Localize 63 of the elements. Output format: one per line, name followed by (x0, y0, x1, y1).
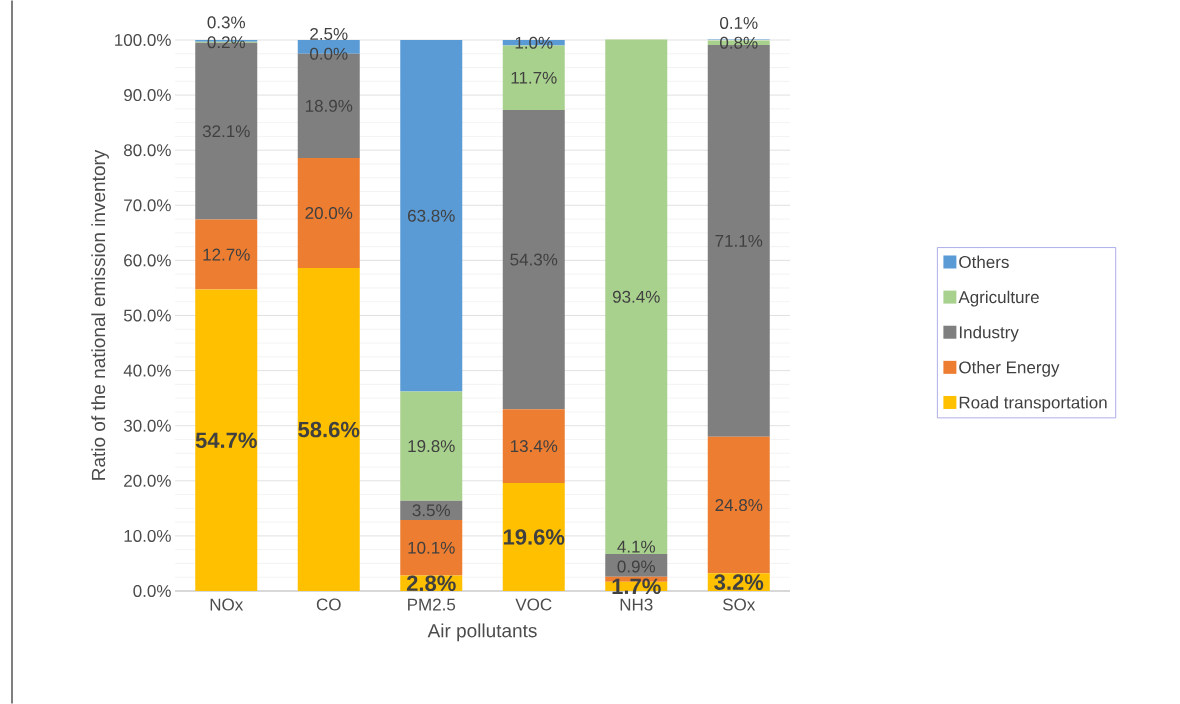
bar (297, 157, 360, 269)
data-label: 4.1% (617, 540, 656, 553)
bar (297, 268, 360, 591)
legend-label: Agriculture (958, 290, 1039, 307)
bar (707, 436, 770, 574)
data-label: 0.1% (720, 16, 758, 29)
x-tick-label: NOx (210, 598, 244, 611)
data-label: 19.8% (408, 440, 455, 453)
bar (605, 554, 668, 577)
bar (605, 39, 668, 555)
data-label: 54.3% (510, 253, 558, 266)
bar (195, 219, 258, 290)
data-label: 63.8% (408, 209, 455, 222)
data-label: 0.3% (207, 16, 246, 29)
y-tick-label: 80.0% (124, 144, 171, 157)
x-tick-label: CO (316, 598, 341, 611)
y-tick-label: 70.0% (124, 199, 171, 212)
x-tick-label: PM2.5 (408, 598, 456, 611)
y-tick-label: 20.0% (124, 474, 171, 487)
data-label: 10.1% (408, 541, 455, 554)
bar (400, 519, 463, 576)
data-label: 24.8% (715, 499, 763, 512)
data-label: 54.7% (195, 432, 257, 449)
data-label: 32.1% (202, 125, 250, 138)
data-label: 1.0% (515, 36, 553, 49)
legend-label: Industry (959, 325, 1019, 342)
bar (502, 109, 565, 410)
legend-label: Other Energy (959, 360, 1060, 377)
data-label: 2.5% (310, 27, 348, 40)
y-axis-title: Ratio of the national emission inventory (91, 149, 109, 480)
legend-label: Others (959, 255, 1009, 269)
data-label: 19.6% (503, 529, 565, 545)
data-label: 11.7% (511, 71, 557, 84)
data-label: 3.2% (714, 574, 764, 590)
x-tick-label: VOC (515, 598, 552, 611)
data-label: 1.7% (612, 578, 661, 595)
y-tick-label: 100.0% (115, 33, 171, 47)
data-label: 3.5% (412, 504, 451, 517)
bar (400, 391, 463, 501)
y-tick-label: 40.0% (123, 364, 171, 377)
data-label: 93.4% (612, 290, 660, 303)
data-label: 20.0% (305, 206, 353, 220)
data-label: 13.4% (510, 440, 558, 453)
y-tick-label: 0.0% (133, 584, 171, 598)
data-label: 2.8% (406, 575, 456, 592)
bar (502, 409, 565, 483)
data-label: 18.9% (305, 99, 353, 112)
data-label: 12.7% (203, 248, 250, 261)
x-tick-label: NH3 (620, 598, 653, 611)
bar (195, 289, 258, 591)
x-axis-title: Air pollutants (427, 623, 537, 642)
data-label: 58.6% (298, 421, 360, 438)
x-tick-label: SOx (722, 598, 756, 611)
y-tick-label: 30.0% (123, 419, 171, 432)
y-tick-label: 10.0% (124, 529, 171, 542)
bar (400, 39, 463, 392)
legend-label: Road transportation (959, 396, 1107, 412)
data-label: 0.9% (617, 560, 656, 573)
y-tick-label: 50.0% (123, 309, 171, 322)
data-label: 71.1% (715, 234, 763, 247)
y-tick-label: 60.0% (124, 254, 171, 267)
bar (502, 483, 565, 591)
y-tick-label: 90.0% (124, 89, 171, 102)
